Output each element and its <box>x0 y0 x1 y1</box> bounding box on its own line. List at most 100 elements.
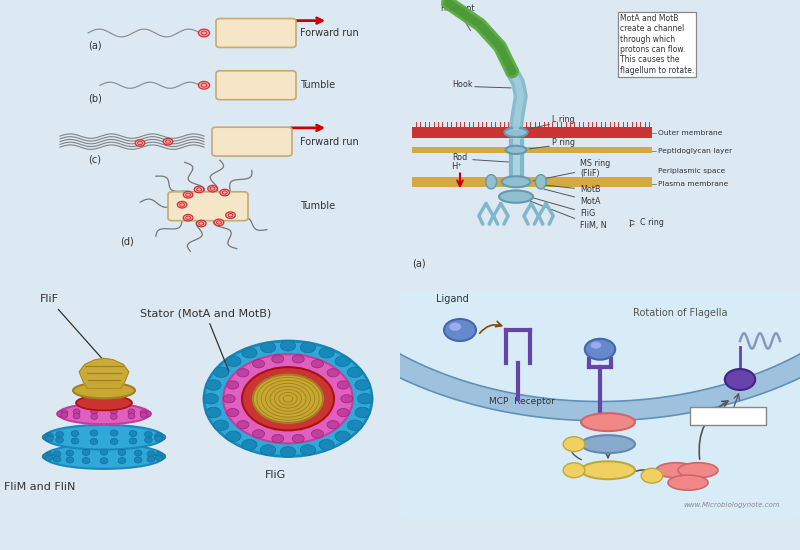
Ellipse shape <box>581 413 635 431</box>
Ellipse shape <box>134 450 142 456</box>
Text: P: P <box>572 466 576 475</box>
Text: FliF: FliF <box>40 294 104 361</box>
Text: C ring: C ring <box>640 218 664 227</box>
Circle shape <box>237 368 249 377</box>
Ellipse shape <box>57 411 63 417</box>
Ellipse shape <box>678 463 718 478</box>
Ellipse shape <box>66 457 74 463</box>
Circle shape <box>242 439 257 450</box>
Ellipse shape <box>82 449 90 455</box>
Circle shape <box>253 375 323 423</box>
Ellipse shape <box>486 175 497 189</box>
Ellipse shape <box>581 461 635 479</box>
Text: Rod: Rod <box>452 152 467 162</box>
Ellipse shape <box>58 404 150 424</box>
Circle shape <box>253 360 265 368</box>
Text: P: P <box>650 471 654 480</box>
Ellipse shape <box>61 410 68 416</box>
Text: Outer membrane: Outer membrane <box>658 130 722 136</box>
Circle shape <box>208 185 218 192</box>
Circle shape <box>563 463 585 477</box>
Ellipse shape <box>56 437 63 443</box>
Ellipse shape <box>91 414 98 420</box>
Text: Tumble: Tumble <box>300 201 335 211</box>
Circle shape <box>214 367 229 377</box>
Circle shape <box>163 138 173 145</box>
Circle shape <box>280 447 296 457</box>
Circle shape <box>204 341 372 456</box>
FancyBboxPatch shape <box>168 192 248 221</box>
Text: Plasma membrane: Plasma membrane <box>658 181 728 186</box>
Ellipse shape <box>76 395 132 410</box>
Ellipse shape <box>54 456 61 462</box>
Circle shape <box>642 469 662 483</box>
Text: Periplasmic space: Periplasmic space <box>658 168 726 173</box>
Ellipse shape <box>535 175 546 189</box>
Circle shape <box>194 186 204 192</box>
Ellipse shape <box>129 438 137 444</box>
Ellipse shape <box>145 437 152 443</box>
Ellipse shape <box>668 475 708 490</box>
Bar <box>412 127 652 138</box>
Ellipse shape <box>506 146 526 154</box>
Circle shape <box>319 348 334 358</box>
Text: FliG: FliG <box>690 466 706 475</box>
Circle shape <box>319 439 334 450</box>
Text: CHE Y: CHE Y <box>593 466 623 475</box>
Ellipse shape <box>90 430 98 436</box>
Text: Forward run: Forward run <box>300 28 358 38</box>
Ellipse shape <box>656 463 696 478</box>
Text: FliM: FliM <box>667 466 685 475</box>
Circle shape <box>197 220 206 227</box>
Ellipse shape <box>155 455 163 461</box>
Ellipse shape <box>118 458 126 464</box>
Circle shape <box>327 421 339 429</box>
Text: Rotation of Flagella: Rotation of Flagella <box>633 308 727 318</box>
Ellipse shape <box>134 457 142 463</box>
Text: (c): (c) <box>88 154 101 164</box>
Circle shape <box>335 431 350 442</box>
Ellipse shape <box>110 430 118 436</box>
Circle shape <box>226 356 241 366</box>
Circle shape <box>198 81 210 89</box>
Circle shape <box>300 342 315 353</box>
Circle shape <box>338 381 350 389</box>
Circle shape <box>261 445 276 455</box>
Circle shape <box>292 355 304 363</box>
Text: MCP  Receptor: MCP Receptor <box>489 397 555 406</box>
Circle shape <box>280 340 296 351</box>
Ellipse shape <box>100 449 108 455</box>
Circle shape <box>444 319 476 341</box>
Ellipse shape <box>154 436 162 442</box>
Circle shape <box>590 342 602 349</box>
Text: Peptidoglycan layer: Peptidoglycan layer <box>658 148 732 153</box>
Circle shape <box>272 434 284 443</box>
Circle shape <box>242 367 334 430</box>
Ellipse shape <box>56 431 63 437</box>
Circle shape <box>311 360 323 368</box>
Bar <box>412 177 652 187</box>
Ellipse shape <box>129 431 137 437</box>
Ellipse shape <box>158 434 166 440</box>
Bar <box>412 147 652 152</box>
Ellipse shape <box>73 409 80 415</box>
Ellipse shape <box>140 412 147 418</box>
Ellipse shape <box>91 408 98 414</box>
FancyBboxPatch shape <box>216 71 296 100</box>
Circle shape <box>198 29 210 37</box>
Ellipse shape <box>502 176 530 187</box>
Circle shape <box>178 201 187 208</box>
Ellipse shape <box>66 450 74 456</box>
Text: FliM, N: FliM, N <box>530 201 606 230</box>
Ellipse shape <box>128 413 135 419</box>
Circle shape <box>226 381 238 389</box>
Circle shape <box>311 430 323 438</box>
Circle shape <box>223 395 235 403</box>
FancyBboxPatch shape <box>690 407 766 425</box>
Text: (d): (d) <box>120 236 134 247</box>
Ellipse shape <box>110 414 117 420</box>
Circle shape <box>341 395 353 403</box>
Ellipse shape <box>145 411 151 417</box>
Ellipse shape <box>154 433 162 439</box>
Circle shape <box>272 355 284 363</box>
